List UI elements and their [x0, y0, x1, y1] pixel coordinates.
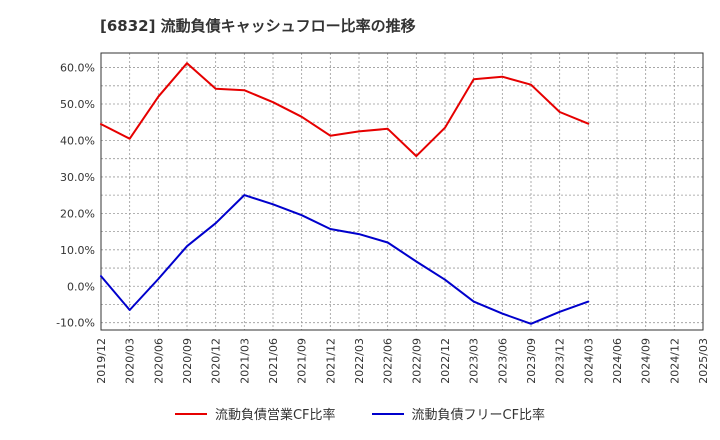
x-tick-label: 2020/03 — [124, 338, 137, 384]
legend-swatch-free-cf — [371, 412, 404, 415]
y-tick-label: 20.0% — [60, 207, 95, 220]
x-tick-label: 2023/06 — [496, 338, 509, 384]
y-tick-label: 50.0% — [60, 98, 95, 111]
x-tick-label: 2024/03 — [582, 338, 595, 384]
x-tick-label: 2025/03 — [697, 338, 710, 384]
y-tick-label: 0.0% — [67, 280, 95, 293]
x-tick-label: 2024/12 — [668, 338, 681, 384]
chart-title: [6832] 流動負債キャッシュフロー比率の推移 — [100, 17, 416, 35]
x-tick-label: 2020/12 — [210, 338, 223, 384]
x-tick-label: 2021/03 — [238, 338, 251, 384]
x-tick-label: 2024/06 — [611, 338, 624, 384]
x-tick-label: 2021/06 — [267, 338, 280, 384]
legend-item-free-cf: 流動負債フリーCF比率 — [371, 404, 546, 423]
x-tick-label: 2020/06 — [152, 338, 165, 384]
y-tick-label: 10.0% — [60, 244, 95, 257]
legend-item-operating-cf: 流動負債営業CF比率 — [174, 404, 336, 423]
x-tick-label: 2022/12 — [439, 338, 452, 384]
x-tick-label: 2023/03 — [468, 338, 481, 384]
x-tick-label: 2020/09 — [181, 338, 194, 384]
x-tick-label: 2019/12 — [95, 338, 108, 384]
plot-area — [101, 53, 703, 330]
x-tick-label: 2023/12 — [554, 338, 567, 384]
y-tick-label: 40.0% — [60, 134, 95, 147]
legend-swatch-operating-cf — [174, 412, 207, 415]
x-tick-label: 2022/03 — [353, 338, 366, 384]
x-tick-label: 2021/12 — [324, 338, 337, 384]
series-line-operating-cf — [100, 62, 590, 158]
series-line-free-cf — [100, 194, 590, 325]
x-tick-label: 2023/09 — [525, 338, 538, 384]
y-tick-label: -10.0% — [56, 317, 95, 330]
x-tick-label: 2022/09 — [410, 338, 423, 384]
x-tick-label: 2024/09 — [640, 338, 653, 384]
chart-legend: 流動負債営業CF比率 流動負債フリーCF比率 — [0, 404, 720, 423]
y-tick-label: 60.0% — [60, 62, 95, 75]
x-tick-label: 2022/06 — [382, 338, 395, 384]
legend-label-operating-cf: 流動負債営業CF比率 — [214, 408, 336, 423]
y-tick-label: 30.0% — [60, 171, 95, 184]
x-tick-label: 2021/09 — [296, 338, 309, 384]
plot-frame — [100, 52, 704, 331]
legend-label-free-cf: 流動負債フリーCF比率 — [411, 408, 546, 423]
